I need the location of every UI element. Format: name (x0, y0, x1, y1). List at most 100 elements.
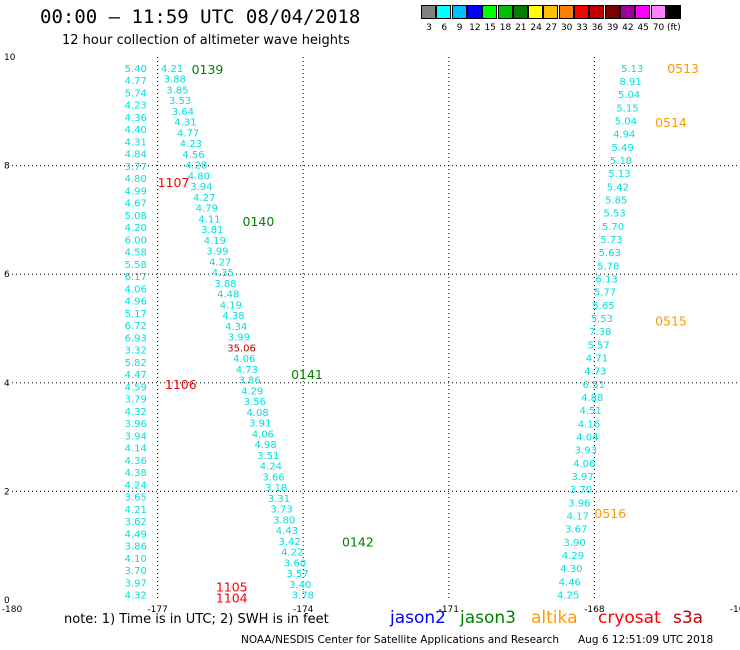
wave-height-value: 4.96 (125, 297, 147, 308)
wave-height-value: 5.08 (125, 211, 147, 222)
wave-height-value: 3.62 (125, 517, 147, 528)
wave-height-value: 4.30 (560, 564, 582, 575)
scale-label: 6 (441, 23, 448, 33)
pass-label: 0515 (655, 313, 687, 328)
pass-label: 1106 (165, 377, 197, 392)
scale-label: 27 (545, 23, 558, 33)
wave-height-value: 5.57 (587, 340, 609, 351)
wave-height-value: 7.38 (589, 327, 611, 338)
scale-label: (ft) (667, 23, 681, 33)
wave-height-value: 4.59 (125, 382, 147, 393)
wave-height-value: 3.67 (565, 525, 587, 536)
wave-height-value: 5.17 (125, 309, 147, 320)
x-tick-label: -180 (2, 605, 23, 615)
pass-label: 0139 (192, 62, 224, 77)
pass-label: 0141 (291, 367, 323, 382)
wave-height-value: 5.13 (621, 64, 643, 75)
pass-label: 0516 (594, 506, 626, 521)
wave-height-value: 5.70 (602, 222, 624, 233)
wave-height-value: 4.34 (225, 322, 247, 333)
wave-height-value: 3.99 (228, 333, 250, 344)
wave-height-value: 3.64 (172, 107, 194, 118)
wave-height-value: 4.36 (125, 113, 147, 124)
wave-height-value: 4.25 (557, 591, 579, 602)
wave-height-value: 4.06 (233, 354, 255, 365)
wave-height-value: 4.80 (188, 171, 210, 182)
scale-swatch (466, 5, 482, 19)
wave-height-value: 6.72 (125, 321, 147, 332)
wave-height-value: 4.17 (567, 512, 589, 523)
scale-swatch (421, 5, 436, 19)
wave-height-value: 4.46 (559, 577, 581, 588)
wave-height-value: 3.94 (190, 182, 212, 193)
pass-label: 0513 (667, 61, 699, 76)
wave-height-value: 3.96 (568, 498, 590, 509)
scale-swatch (604, 5, 620, 19)
wave-height-value: 4.19 (220, 300, 242, 311)
wave-height-value: 5.73 (600, 235, 622, 246)
wave-height-value: 3.93 (575, 446, 597, 457)
y-tick-label: 6 (4, 270, 10, 280)
wave-height-value: 4.79 (196, 204, 218, 215)
wave-height-value: 5.78 (597, 261, 619, 272)
wave-height-value: 5.13 (608, 169, 630, 180)
wave-height-value: 5.15 (616, 103, 638, 114)
wave-height-value: 5.82 (125, 358, 147, 369)
wave-height-value: 4.84 (125, 150, 147, 161)
wave-height-value: 4.06 (125, 284, 147, 295)
wave-height-value: 4.29 (562, 551, 584, 562)
wave-height-value: 4.47 (125, 370, 147, 381)
scale-label: 3 (426, 23, 432, 33)
scale-label: 36 (591, 23, 604, 33)
wave-height-value: 5.18 (610, 156, 632, 167)
wave-height-value: 5.65 (592, 301, 614, 312)
wave-height-value: 4.31 (125, 137, 147, 148)
wave-height-value: 4.99 (125, 186, 147, 197)
wave-height-value: 5.40 (125, 64, 147, 75)
wave-height-value: 35.06 (227, 343, 256, 354)
wave-height-value: 8.91 (620, 77, 642, 88)
wave-height-value: 5.63 (599, 248, 621, 259)
wave-height-value: 4.04 (576, 433, 598, 444)
wave-height-value: 3.91 (249, 419, 271, 430)
y-tick-label: 4 (4, 379, 10, 389)
wave-height-value: 3.56 (244, 397, 266, 408)
wave-height-value: 4.24 (125, 480, 147, 491)
page-subtitle: 12 hour collection of altimeter wave hei… (62, 33, 350, 48)
timestamp: Aug 6 12:51:09 UTC 2018 (578, 634, 714, 646)
wave-height-value: 4.28 (185, 161, 207, 172)
x-tick-label: -165 (730, 605, 740, 615)
wave-height-value: 5.58 (125, 260, 147, 271)
scale-swatch (497, 5, 513, 19)
wave-height-value: 4.23 (125, 101, 147, 112)
scale-swatch (574, 5, 589, 19)
wave-height-value: 4.20 (125, 223, 147, 234)
wave-height-value: 4.23 (180, 139, 202, 150)
scale-label: 70 (652, 23, 665, 33)
wave-height-value: 6.13 (595, 275, 617, 286)
wave-height-value: 3.88 (164, 75, 186, 86)
scale-label: 18 (499, 23, 512, 33)
scale-swatch (436, 5, 452, 19)
wave-height-value: 3.66 (262, 472, 284, 483)
scale-swatch (543, 5, 559, 19)
scale-swatch (650, 5, 666, 19)
wave-height-value: 3.40 (289, 580, 311, 591)
wave-height-value: 3.70 (125, 566, 147, 577)
wave-height-value: 4.10 (125, 554, 147, 565)
wave-height-value: 3.42 (278, 537, 300, 548)
wave-height-value: 4.51 (579, 406, 601, 417)
scale-label: 45 (637, 23, 649, 33)
wave-height-value: 3.65 (125, 493, 147, 504)
satellite-legend-jason2: jason2 (390, 608, 446, 628)
wave-height-value: 4.35 (212, 268, 234, 279)
wave-height-value: 4.19 (204, 236, 226, 247)
wave-height-value: 3.86 (125, 542, 147, 553)
wave-height-value: 4.14 (125, 444, 147, 455)
wave-height-value: 5.04 (615, 117, 637, 128)
wave-height-value: 6.93 (125, 333, 147, 344)
wave-height-value: 6.00 (125, 235, 147, 246)
scale-label: 39 (606, 23, 619, 33)
x-tick-label: -174 (293, 605, 314, 615)
wave-height-value: 4.38 (222, 311, 244, 322)
